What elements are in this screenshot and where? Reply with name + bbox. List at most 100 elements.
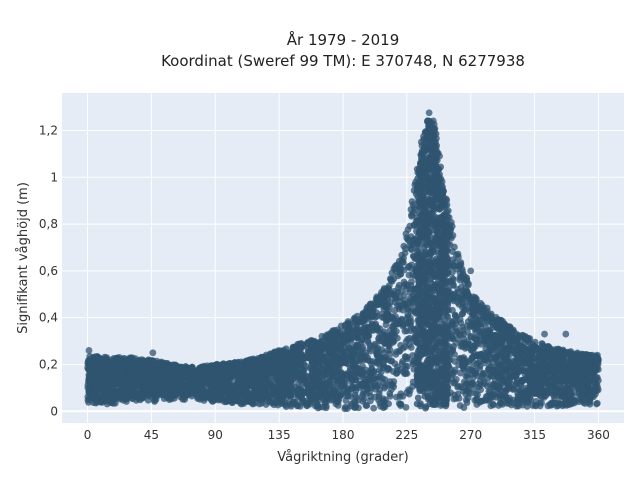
scatter-point <box>125 388 133 396</box>
scatter-point <box>97 390 105 398</box>
scatter-point <box>366 300 374 308</box>
scatter-point <box>500 365 508 373</box>
scatter-point <box>575 363 583 371</box>
scatter-point <box>467 333 475 340</box>
scatter-point <box>397 288 405 296</box>
scatter-point <box>450 343 457 351</box>
scatter-point <box>364 339 372 347</box>
scatter-point <box>512 379 520 387</box>
scatter-points <box>84 109 602 413</box>
scatter-point <box>339 382 347 390</box>
scatter-point <box>459 362 466 370</box>
scatter-point <box>375 296 382 304</box>
scatter-point <box>282 384 290 392</box>
scatter-point <box>85 365 92 373</box>
scatter-point <box>396 270 404 278</box>
scatter-point <box>116 387 124 394</box>
scatter-point <box>121 372 128 380</box>
scatter-point <box>272 356 280 364</box>
scatter-point <box>332 331 340 339</box>
scatter-point <box>375 366 383 374</box>
scatter-point <box>387 276 395 283</box>
scatter-point <box>348 378 355 386</box>
scatter-point <box>340 353 348 361</box>
scatter-point <box>179 395 187 403</box>
scatter-point <box>494 352 502 360</box>
scatter-point <box>468 370 476 378</box>
scatter-point <box>407 318 415 326</box>
scatter-point <box>408 278 415 286</box>
scatter-point <box>396 393 404 400</box>
scatter-point <box>359 390 367 398</box>
scatter-point <box>375 337 383 345</box>
scatter-point <box>326 360 333 368</box>
scatter-point <box>145 374 153 382</box>
scatter-point <box>86 378 94 386</box>
scatter-point <box>575 390 583 397</box>
scatter-point <box>486 388 494 396</box>
scatter-point <box>141 385 149 393</box>
scatter-point <box>356 380 364 388</box>
scatter-point <box>136 393 144 401</box>
scatter-point <box>560 348 567 356</box>
scatter-point <box>89 355 97 363</box>
scatter-point <box>542 346 550 354</box>
scatter-point <box>449 281 457 289</box>
scatter-point <box>452 251 460 259</box>
scatter-point <box>381 354 388 362</box>
scatter-point <box>472 328 480 336</box>
scatter-point <box>112 356 120 364</box>
scatter-point <box>144 396 152 404</box>
scatter-point <box>450 395 458 403</box>
scatter-point <box>425 109 433 117</box>
scatter-point <box>382 332 390 340</box>
scatter-point <box>451 312 459 320</box>
scatter-point <box>538 399 545 407</box>
scatter-point <box>304 347 312 355</box>
scatter-point <box>92 364 100 371</box>
scatter-point <box>537 382 545 390</box>
scatter-point <box>389 368 397 375</box>
scatter-point <box>299 376 307 384</box>
scatter-point <box>493 372 501 380</box>
scatter-point <box>464 280 472 288</box>
scatter-point <box>359 397 367 405</box>
scatter-point <box>313 402 321 410</box>
scatter-point <box>451 358 459 365</box>
scatter-point <box>457 369 464 377</box>
scatter-point <box>366 345 374 353</box>
scatter-point <box>401 327 409 335</box>
scatter-point <box>344 348 352 356</box>
scatter-point <box>311 375 319 383</box>
scatter-point <box>386 392 394 400</box>
scatter-point <box>461 292 469 300</box>
scatter-point <box>390 329 398 337</box>
scatter-point <box>454 390 462 398</box>
scatter-point <box>376 399 384 407</box>
scatter-point <box>447 226 455 234</box>
scatter-point <box>475 383 483 391</box>
scatter-point <box>364 356 372 364</box>
scatter-point <box>594 377 602 384</box>
scatter-point <box>544 368 552 376</box>
scatter-point <box>376 360 383 367</box>
scatter-point <box>499 400 506 408</box>
scatter-point <box>234 387 242 394</box>
scatter-point <box>312 348 320 356</box>
scatter-point <box>405 341 413 349</box>
scatter-point <box>304 382 311 390</box>
scatter-point <box>408 246 415 253</box>
scatter-point <box>586 358 594 365</box>
scatter-point <box>593 400 600 408</box>
scatter-point <box>379 301 387 309</box>
scatter-point <box>568 399 576 407</box>
scatter-point <box>127 369 134 377</box>
scatter-point <box>395 257 403 265</box>
scatter-point <box>383 366 391 374</box>
scatter-point <box>513 340 521 348</box>
scatter-point <box>326 330 334 337</box>
scatter-point <box>226 359 234 367</box>
scatter-point <box>492 393 500 401</box>
scatter-point <box>391 360 399 368</box>
scatter-point <box>360 324 368 332</box>
